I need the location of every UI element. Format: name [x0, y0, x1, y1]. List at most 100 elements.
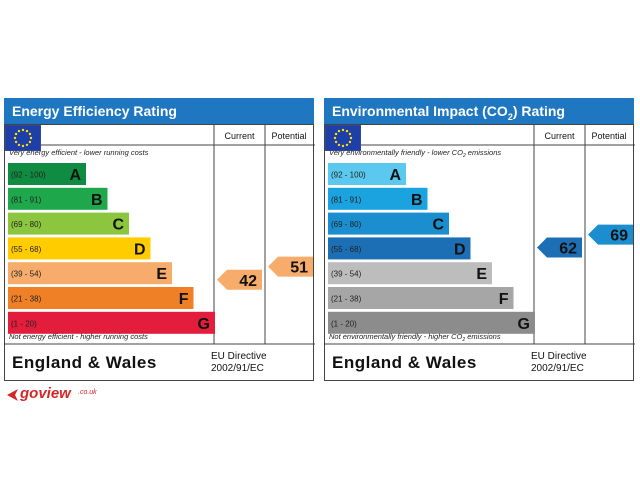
current-rating-arrow [217, 269, 262, 290]
band-range-label: (55 - 68) [331, 245, 362, 254]
band-letter: B [91, 192, 103, 209]
environmental-impact-chart-box: Current Potential Very environmentally fri… [324, 124, 635, 381]
top-caption-sub: 2 [462, 153, 466, 159]
band-range-label: (92 - 100) [11, 171, 46, 180]
logo-domain: .co.uk [78, 389, 97, 396]
band-range-label: (1 - 20) [331, 319, 357, 328]
band-letter: A [69, 167, 81, 184]
eu-directive-line1: EU Directive [531, 351, 587, 362]
band-letter: F [179, 291, 189, 308]
band-letter: D [454, 241, 466, 258]
band-range-label: (1 - 20) [11, 319, 37, 328]
flag-star [28, 140, 32, 144]
band-bar-e [328, 262, 492, 285]
band-bar-a [328, 163, 406, 185]
band-bar-f [328, 287, 514, 309]
band-letter: E [476, 266, 487, 283]
env-title-main: Environmental Impact (CO [332, 103, 508, 119]
band-letter: G [198, 316, 210, 333]
flag-star [341, 128, 345, 132]
band-letter: F [499, 291, 509, 308]
flag-star [14, 132, 18, 136]
flag-star [28, 132, 32, 136]
eu-directive-label: EU Directive 2002/91/EC [531, 351, 587, 375]
potential-rating-arrow [268, 256, 313, 277]
bottom-caption-sub: 2 [461, 337, 465, 343]
flag-star [14, 140, 18, 144]
potential-column-header: Potential [591, 131, 626, 141]
flag-star [337, 129, 341, 133]
flag-star [29, 136, 33, 140]
eu-directive-line2: 2002/91/EC [531, 363, 584, 374]
band-range-label: (39 - 54) [11, 270, 42, 279]
potential-column-header: Potential [271, 131, 306, 141]
region-label: England & Wales [332, 353, 477, 372]
current-rating-value: 62 [559, 241, 577, 258]
bottom-caption-text: Not energy efficient - higher running co… [9, 332, 148, 341]
band-letter: A [389, 167, 401, 184]
flag-star [21, 144, 25, 148]
flag-star [341, 144, 345, 148]
band-bar-a [8, 163, 86, 185]
band-range-label: (55 - 68) [11, 245, 42, 254]
band-range-label: (21 - 38) [11, 295, 42, 304]
band-range-label: (39 - 54) [331, 270, 362, 279]
band-range-label: (69 - 80) [11, 220, 42, 229]
flag-star [21, 128, 25, 132]
potential-rating-arrow [588, 224, 633, 245]
band-letter: B [411, 192, 423, 209]
logo-name: goview [20, 385, 71, 402]
top-caption-text: Very energy efficient - lower running co… [9, 148, 149, 157]
current-column-header: Current [544, 131, 575, 141]
top-caption-text: Very environmentally friendly - lower CO [329, 148, 463, 157]
energy-efficiency-chart: Current Potential Very energy efficient - … [5, 125, 315, 345]
flag-star [345, 143, 349, 147]
bottom-caption: Not energy efficient - higher running co… [9, 332, 148, 341]
flag-star [25, 129, 29, 133]
band-letter: G [518, 316, 530, 333]
top-caption: Very energy efficient - lower running co… [9, 148, 149, 157]
flag-star [345, 129, 349, 133]
band-bar-e [8, 262, 172, 285]
band-bar-g [8, 311, 215, 334]
band-range-label: (81 - 91) [331, 195, 362, 204]
bottom-caption-text: Not environmentally friendly - higher CO [329, 332, 463, 341]
band-bar-g [328, 311, 535, 334]
flag-star [348, 140, 352, 144]
band-letter: C [432, 217, 444, 234]
potential-rating-value: 51 [290, 260, 308, 277]
energy-efficiency-chart-box: Current Potential Very energy efficient - … [4, 124, 315, 381]
potential-rating-value: 69 [610, 228, 628, 245]
top-caption: Very environmentally friendly - lower CO… [329, 148, 501, 159]
flag-star [334, 140, 338, 144]
band-bar-d [328, 237, 471, 260]
environmental-impact-title: Environmental Impact (CO2) Rating [324, 98, 634, 124]
top-caption-end: emissions [466, 148, 502, 157]
eu-directive-line1: EU Directive [211, 351, 267, 362]
band-range-label: (21 - 38) [331, 295, 362, 304]
current-column-header: Current [224, 131, 255, 141]
band-bar-b [8, 187, 108, 210]
bottom-caption-end: emissions [465, 332, 501, 341]
flag-star [349, 136, 353, 140]
band-bar-c [8, 212, 129, 235]
eu-flag-icon [5, 125, 41, 151]
current-rating-arrow [537, 237, 582, 258]
current-rating-value: 42 [239, 273, 257, 290]
bottom-caption: Not environmentally friendly - higher CO… [329, 332, 501, 343]
environmental-impact-chart: Current Potential Very environmentally fri… [325, 125, 635, 345]
flag-star [337, 143, 341, 147]
band-range-label: (92 - 100) [331, 171, 366, 180]
energy-efficiency-panel: Energy Efficiency Rating Current Potentia… [4, 98, 315, 381]
flag-star [334, 132, 338, 136]
eu-flag-icon [325, 125, 361, 151]
flag-star [333, 136, 337, 140]
band-bar-d [8, 237, 151, 260]
logo-arrow-icon [7, 389, 18, 401]
band-letter: D [134, 241, 146, 258]
energy-efficiency-title: Energy Efficiency Rating [4, 98, 314, 124]
band-bar-f [8, 287, 194, 309]
band-letter: E [156, 266, 167, 283]
band-bar-b [328, 187, 428, 210]
flag-star [17, 143, 21, 147]
